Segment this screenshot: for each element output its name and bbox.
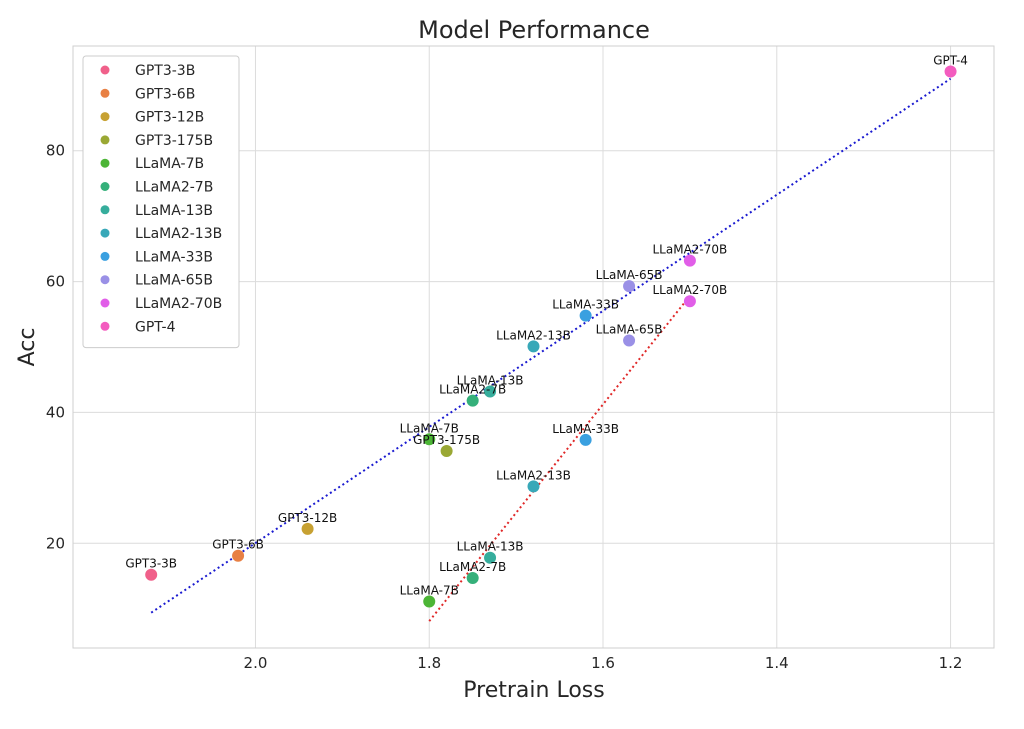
legend-marker	[100, 205, 110, 215]
legend-entry: LLaMA-33B	[135, 249, 213, 265]
data-points	[145, 65, 957, 608]
data-point	[423, 433, 436, 446]
x-tick-labels: 2.0 1.8 1.6 1.4 1.2	[244, 654, 963, 672]
legend-marker	[100, 321, 110, 331]
y-tick-label: 60	[46, 273, 65, 291]
y-tick-label: 80	[46, 142, 65, 160]
point-label: LLaMA-7B	[400, 584, 459, 598]
data-point	[484, 385, 497, 398]
legend-box	[82, 55, 240, 349]
legend-entry: LLaMA2-13B	[135, 226, 222, 242]
legend-entry: GPT-4	[135, 319, 176, 335]
legend-marker	[100, 65, 110, 75]
legend-entry: LLaMA-13B	[135, 203, 213, 219]
legend-entry: LLaMA-65B	[135, 273, 213, 289]
plot-frame	[72, 45, 995, 649]
y-tick-label: 20	[46, 534, 65, 552]
legend-marker	[100, 112, 110, 122]
point-label: LLaMA-65B	[596, 268, 663, 282]
x-tick-label: 1.2	[939, 654, 963, 672]
point-label: LLaMA-33B	[552, 298, 619, 312]
legend-marker	[100, 135, 110, 145]
legend-entry: GPT3-6B	[135, 86, 195, 102]
point-label: GPT3-12B	[278, 511, 337, 525]
data-point	[683, 254, 696, 267]
legend-marker	[100, 88, 110, 98]
data-point	[301, 522, 314, 535]
data-point	[466, 571, 479, 584]
trend-line	[150, 77, 952, 614]
point-label: LLaMA-33B	[552, 422, 619, 436]
legend-marker	[100, 275, 110, 285]
data-point	[579, 309, 592, 322]
data-point	[683, 295, 696, 308]
legend-marker	[100, 251, 110, 261]
legend-marker	[100, 182, 110, 191]
point-label: LLaMA2-7B	[439, 560, 506, 574]
point-label: GPT3-175B	[413, 433, 480, 447]
legend-entry: LLaMA2-70B	[135, 296, 222, 312]
legend-entry: LLaMA-7B	[135, 156, 204, 172]
data-point	[145, 568, 158, 581]
x-tick-label: 1.6	[591, 654, 615, 672]
x-axis-title: Pretrain Loss	[463, 678, 604, 703]
x-tick-label: 1.4	[765, 654, 789, 672]
data-point	[466, 394, 479, 407]
x-tick-label: 2.0	[244, 654, 268, 672]
x-tick-label: 1.8	[417, 654, 441, 672]
data-point	[423, 595, 436, 608]
data-point	[623, 280, 636, 293]
legend-entry: GPT3-12B	[135, 110, 204, 126]
data-point	[527, 340, 540, 353]
trend-lines	[150, 77, 952, 622]
point-label: LLaMA-7B	[400, 421, 459, 435]
point-label: LLaMA2-13B	[496, 328, 571, 342]
legend-marker	[100, 228, 110, 238]
point-label: LLaMA-65B	[596, 322, 663, 336]
point-label: LLaMA2-13B	[496, 468, 571, 482]
point-label: LLaMA2-7B	[439, 383, 506, 397]
chart-title: Model Performance	[418, 16, 650, 44]
point-label: LLaMA-13B	[457, 373, 524, 387]
point-label: LLaMA2-70B	[653, 243, 728, 257]
point-label: LLaMA2-70B	[653, 283, 728, 297]
point-labels: GPT3-3BGPT3-6BGPT3-12BGPT3-175BLLaMA-7BL…	[125, 54, 968, 598]
y-tick-labels: 20 40 60 80	[46, 142, 65, 553]
data-point	[579, 433, 592, 446]
point-label: GPT-4	[933, 54, 968, 68]
legend-entry: GPT3-175B	[135, 133, 213, 149]
data-point	[527, 480, 540, 493]
point-label: GPT3-6B	[212, 538, 264, 552]
point-label: LLaMA-13B	[457, 540, 524, 554]
data-point	[440, 445, 453, 458]
legend-entry: LLaMA2-7B	[135, 180, 213, 196]
legend-marker	[100, 158, 110, 168]
y-tick-label: 40	[46, 403, 65, 421]
data-point	[484, 551, 497, 564]
legend-marker	[100, 298, 110, 308]
point-label: GPT3-3B	[125, 557, 177, 571]
legend: GPT3-3B GPT3-6B GPT3-12B GPT3-175B LLaMA-7B L…	[82, 55, 240, 349]
y-axis-title: Acc	[15, 328, 40, 367]
data-point	[623, 334, 636, 347]
data-point	[232, 549, 245, 562]
legend-entry: GPT3-3B	[135, 63, 195, 79]
data-point	[944, 65, 957, 78]
